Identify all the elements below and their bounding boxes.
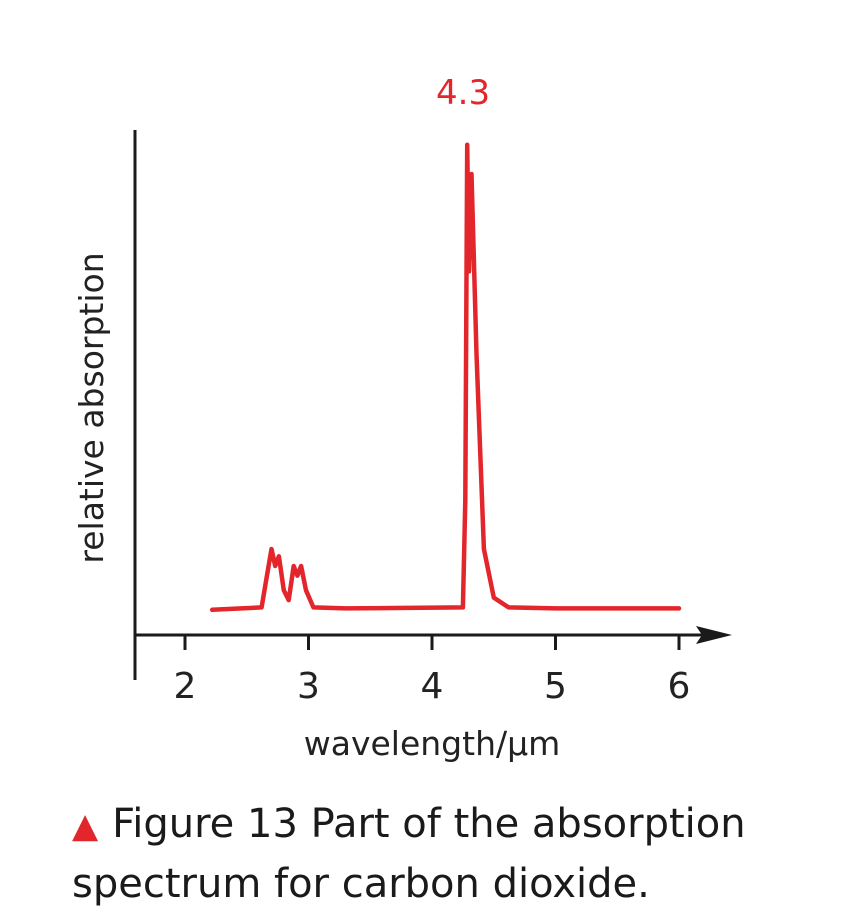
x-tick-label: 6 [668, 666, 691, 707]
x-tick-label: 3 [297, 666, 320, 707]
x-tick-label: 4 [421, 666, 444, 707]
x-tick-label: 2 [174, 666, 197, 707]
x-axis-arrowhead [696, 626, 732, 644]
absorption-chart: 2 3 4 5 6 4.3 wavelength/µm relative absorpt… [72, 73, 732, 763]
figure-caption: ▲ Figure 13 Part of the absorption spectr… [72, 795, 832, 913]
caption-text: Figure 13 Part of the absorption spectru… [72, 801, 746, 907]
caption-triangle-icon: ▲ [72, 806, 99, 846]
x-tick-label: 5 [544, 666, 567, 707]
chart-axes [133, 130, 732, 680]
series-line [209, 142, 682, 613]
y-axis-label: relative absorption [72, 252, 111, 563]
peak-annotation: 4.3 [436, 73, 490, 113]
x-axis-label: wavelength/µm [304, 724, 561, 763]
x-ticks: 2 3 4 5 6 [174, 635, 691, 707]
